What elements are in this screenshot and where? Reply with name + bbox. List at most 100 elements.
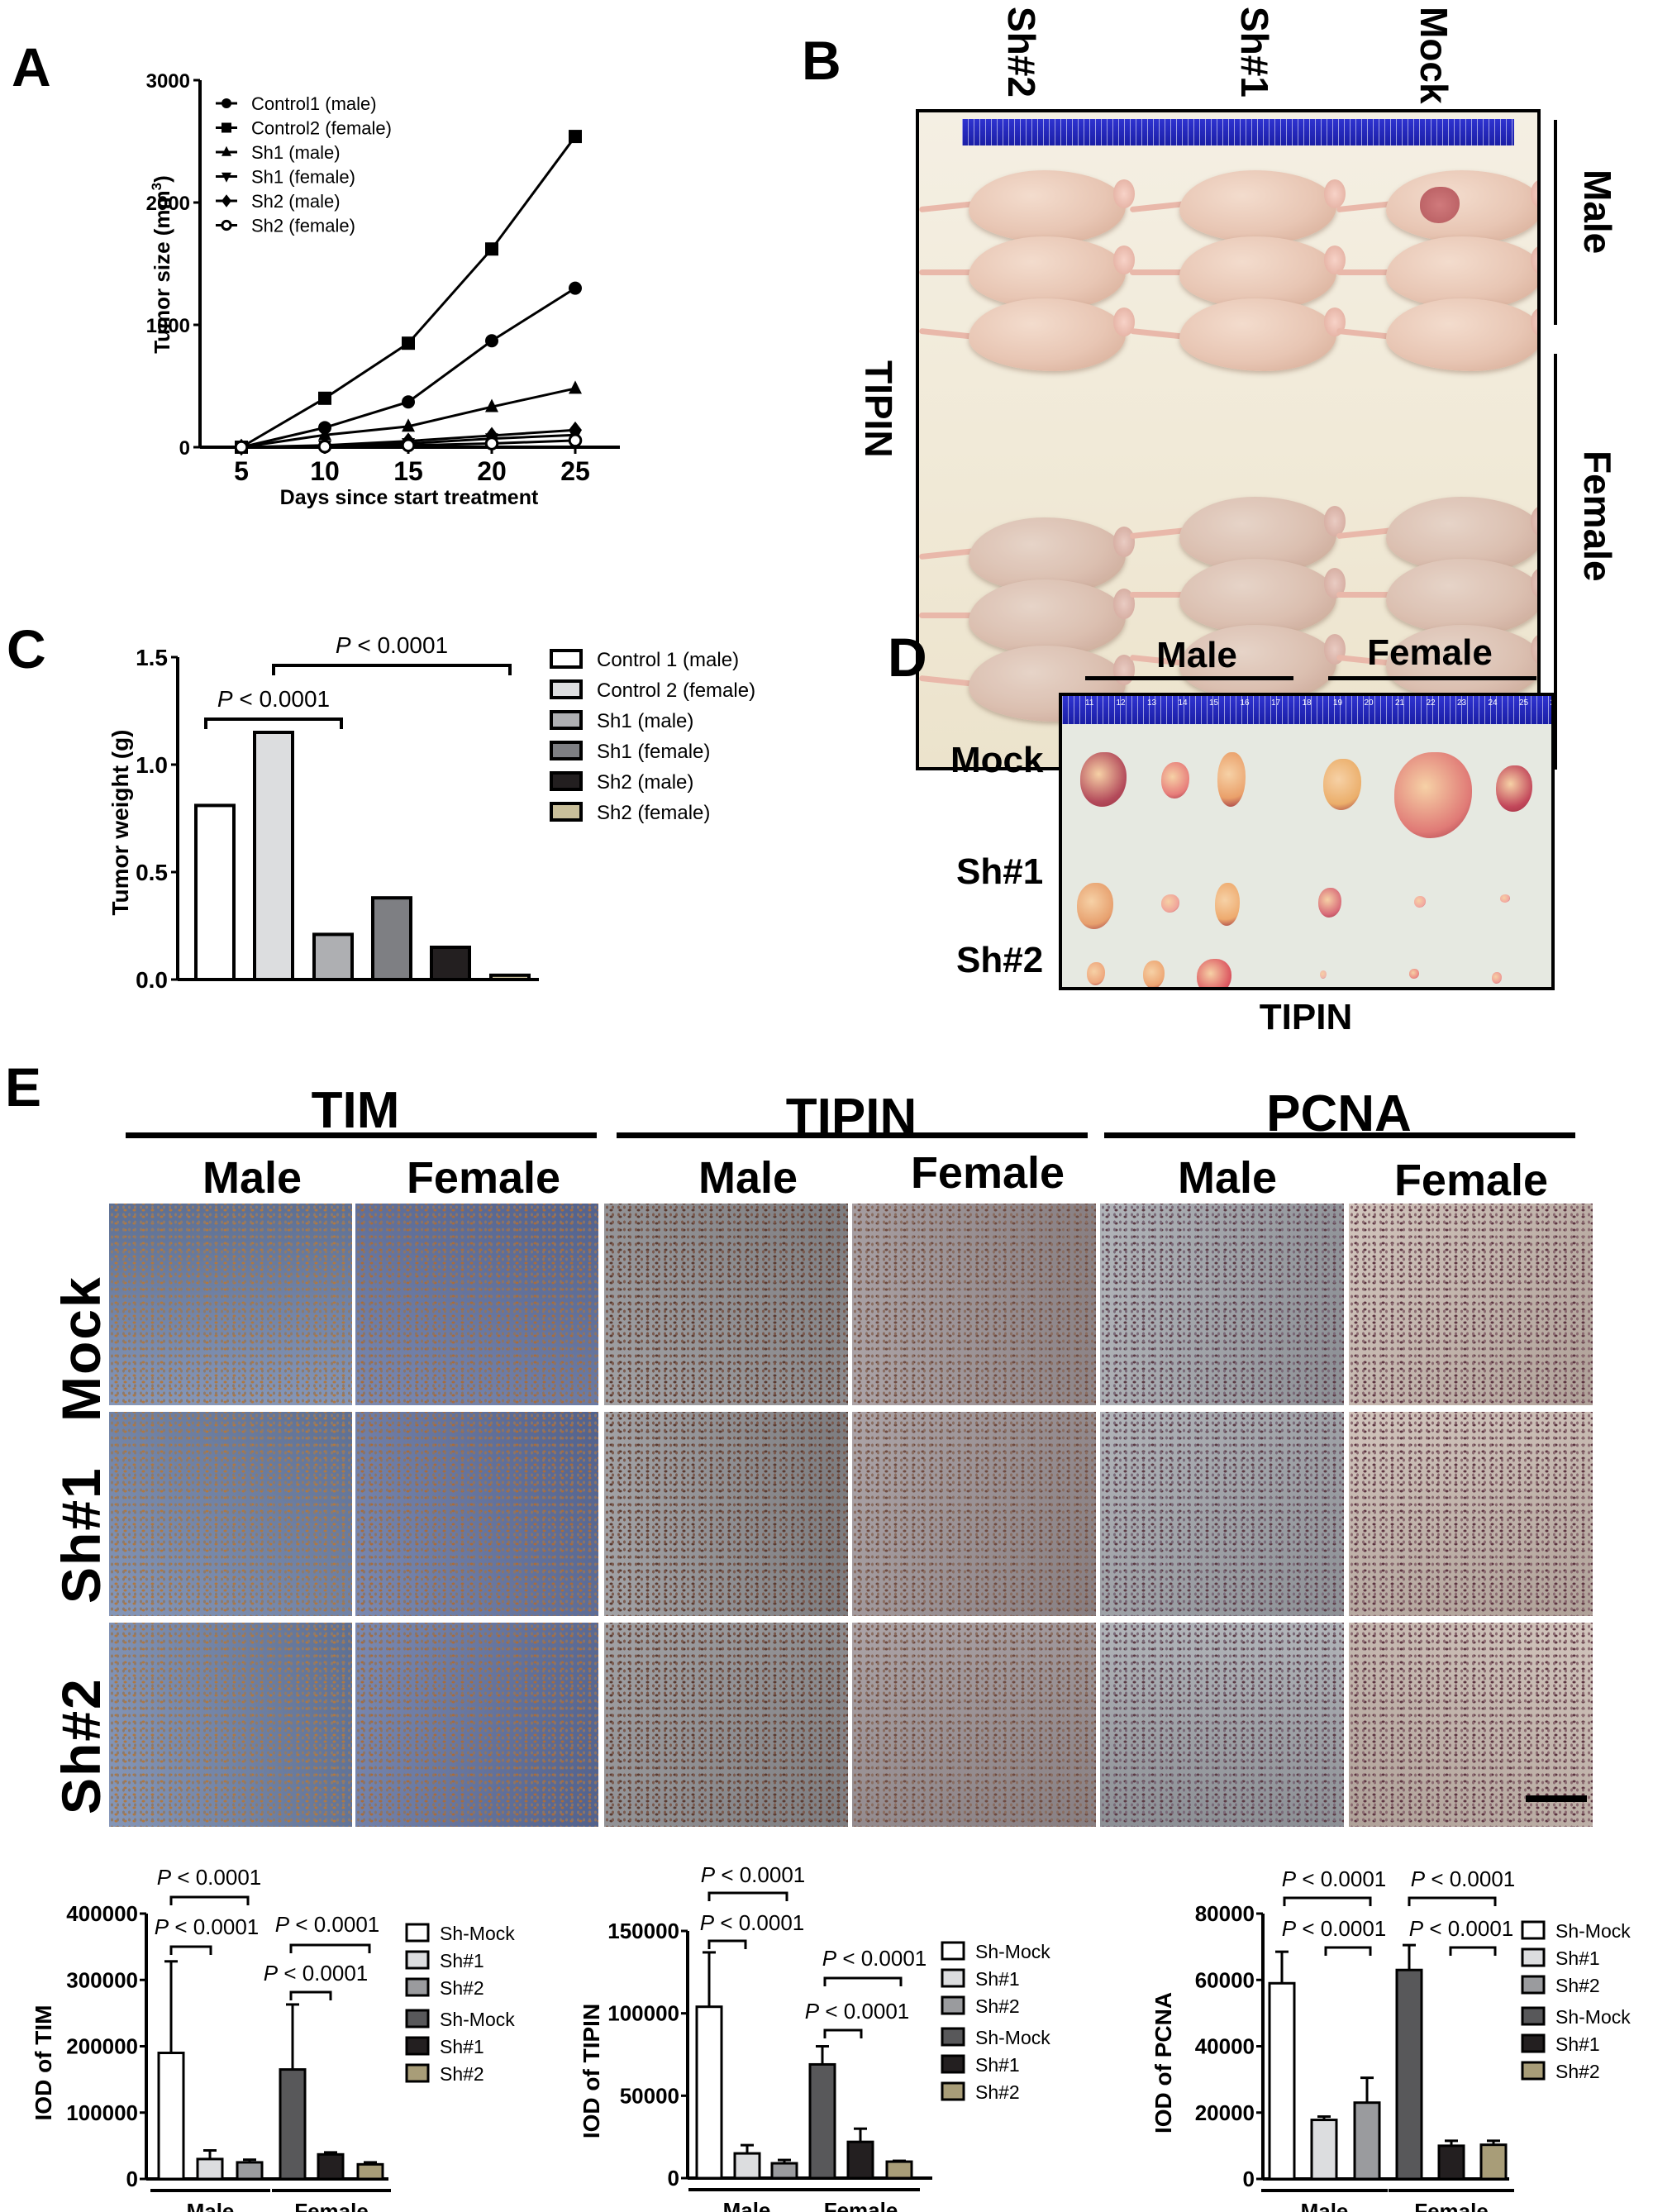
ihc-micrograph: [109, 1412, 352, 1616]
svg-text:Sh1 (male): Sh1 (male): [251, 142, 341, 163]
legend-label: Sh-Mock: [975, 2027, 1050, 2048]
bar: [430, 946, 471, 981]
y-tick-label: 40000: [1195, 2034, 1255, 2059]
legend-swatch: [405, 2009, 430, 2028]
bar: [1395, 1968, 1423, 2181]
tumor: [1161, 762, 1189, 799]
tumor: [1394, 752, 1472, 838]
ihc-micrograph: [1349, 1623, 1593, 1827]
legend-label: Sh#1: [440, 1950, 484, 1971]
y-tick-label: 0: [126, 2167, 138, 2191]
p-value: P < 0.0001: [275, 1912, 380, 1937]
y-tick-label: 100000: [607, 2001, 679, 2026]
ruler-number: 18: [1302, 698, 1312, 708]
y-tick-label: 3000: [146, 70, 190, 93]
mouse-tail: [1336, 592, 1403, 598]
panel-a-line-chart: 0 1000 2000 3000 5 10 15 20 25 Days since start t…: [146, 70, 620, 509]
legend-item: Control1 (male): [216, 93, 377, 114]
legend-item: Sh1 (female): [216, 167, 355, 188]
panel-c-bar-chart: 0.0 0.5 1.0 1.5 Tumor weight (g) P < 0.0001 P …: [107, 632, 755, 993]
ihc-micrograph: [852, 1204, 1096, 1405]
legend-swatch: [941, 2081, 965, 2101]
p-value: P < 0.0001: [1409, 1916, 1514, 1941]
bar: [194, 803, 236, 981]
legend-swatch: [1521, 2061, 1546, 2081]
y-axis-label: IOD of TIPIN: [579, 2004, 604, 2138]
ruler-number: 15: [1209, 698, 1219, 708]
panel-e-tim-female: Female: [406, 1153, 561, 1203]
panel-e-tim-male: Male: [202, 1153, 302, 1203]
panel-d-group-label-male: Male: [1156, 635, 1237, 675]
ruler-number: 23: [1457, 698, 1467, 708]
y-tick-label: 200000: [66, 2034, 138, 2059]
mouse-tail: [1130, 269, 1196, 275]
svg-text:Sh2 (female): Sh2 (female): [251, 216, 355, 236]
legend-swatch: [405, 1923, 430, 1943]
tumor: [1217, 752, 1246, 807]
panel-e-tipin-male: Male: [698, 1153, 798, 1203]
legend-swatch: [550, 771, 583, 791]
x-axis-label: Days since start treatment: [280, 486, 539, 509]
ruler-number: 25: [1519, 698, 1529, 708]
ihc-micrograph: [1100, 1623, 1344, 1827]
legend-swatch: [941, 2054, 965, 2074]
legend-swatch: [941, 1941, 965, 1961]
legend-swatch: [1521, 1920, 1546, 1940]
y-tick-label: 300000: [66, 1967, 138, 1992]
ihc-micrograph: [355, 1412, 598, 1616]
tumor: [1492, 972, 1502, 984]
bar: [312, 932, 354, 981]
legend-swatch: [550, 741, 583, 760]
ihc-micrograph: [1100, 1412, 1344, 1616]
panel-d-tumors-photo: 11 12 13 14 15 16 17 18 19 20 21 22 23 24 25 26: [1059, 693, 1555, 990]
svg-text:Control1 (male): Control1 (male): [251, 93, 377, 114]
legend-label: Sh#1: [1555, 2033, 1600, 2055]
y-tick-label: 0: [668, 2166, 679, 2191]
mouse: [1386, 298, 1537, 371]
mouse: [1179, 625, 1346, 701]
legend-label: Sh#2: [1555, 2061, 1600, 2082]
y-tick-label: 100000: [66, 2100, 138, 2125]
legend-label: Sh#2: [1555, 1975, 1600, 1996]
panel-e-letter: E: [5, 1056, 42, 1118]
panel-b-row-label-male: Male: [1576, 169, 1619, 255]
mouse: [1179, 298, 1346, 371]
y-tick-label: 80000: [1195, 1901, 1255, 1926]
panel-d-group-label-female: Female: [1367, 632, 1493, 673]
group-label: Female: [824, 2198, 898, 2212]
panel-e-tim-underline: [126, 1132, 597, 1138]
panel-b-column-label-sh1: Sh#1: [1233, 7, 1276, 98]
p-value: P < 0.0001: [1282, 1916, 1387, 1941]
panel-b-column-label-sh2: Sh#2: [1000, 7, 1043, 98]
bar: [196, 2157, 224, 2181]
p-value: P < 0.0001: [217, 686, 330, 712]
mouse-tail: [919, 269, 985, 275]
ruler-number: 26: [1550, 698, 1555, 708]
bar: [1437, 2144, 1465, 2181]
ruler-number: 13: [1147, 698, 1157, 708]
ruler: [962, 119, 1514, 145]
legend-swatch: [941, 2027, 965, 2047]
p-value: P < 0.0001: [805, 1999, 910, 2024]
bar: [236, 2161, 264, 2181]
legend-label: Sh#1: [1555, 1947, 1600, 1969]
ihc-micrograph: [1349, 1204, 1593, 1405]
panel-b-column-label-mock: Mock: [1412, 7, 1455, 104]
ruler-number: 11: [1085, 698, 1094, 708]
y-axis-label: IOD of TIM: [31, 2005, 56, 2121]
panel-b-letter: B: [802, 30, 841, 91]
mouse: [1386, 170, 1537, 243]
legend-label: Sh#2: [440, 1977, 484, 1999]
ruler-number: 14: [1178, 698, 1188, 708]
p-value: P < 0.0001: [1411, 1866, 1516, 1891]
legend-label: Sh#2: [975, 2081, 1020, 2103]
panel-e-tipin-female: Female: [910, 1148, 1065, 1198]
legend-swatch: [1521, 2006, 1546, 2026]
visible-tumor: [1420, 187, 1460, 223]
bar: [846, 2140, 874, 2180]
legend-swatch: [405, 1950, 430, 1970]
ruler-number: 16: [1240, 698, 1250, 708]
panel-b-row-label-female: Female: [1576, 451, 1619, 582]
panel-e-iod-tipin-chart: 0 50000 100000 150000 IOD of TIPIN Male Female…: [579, 1862, 1050, 2212]
y-tick-label: 60000: [1195, 1967, 1255, 1992]
